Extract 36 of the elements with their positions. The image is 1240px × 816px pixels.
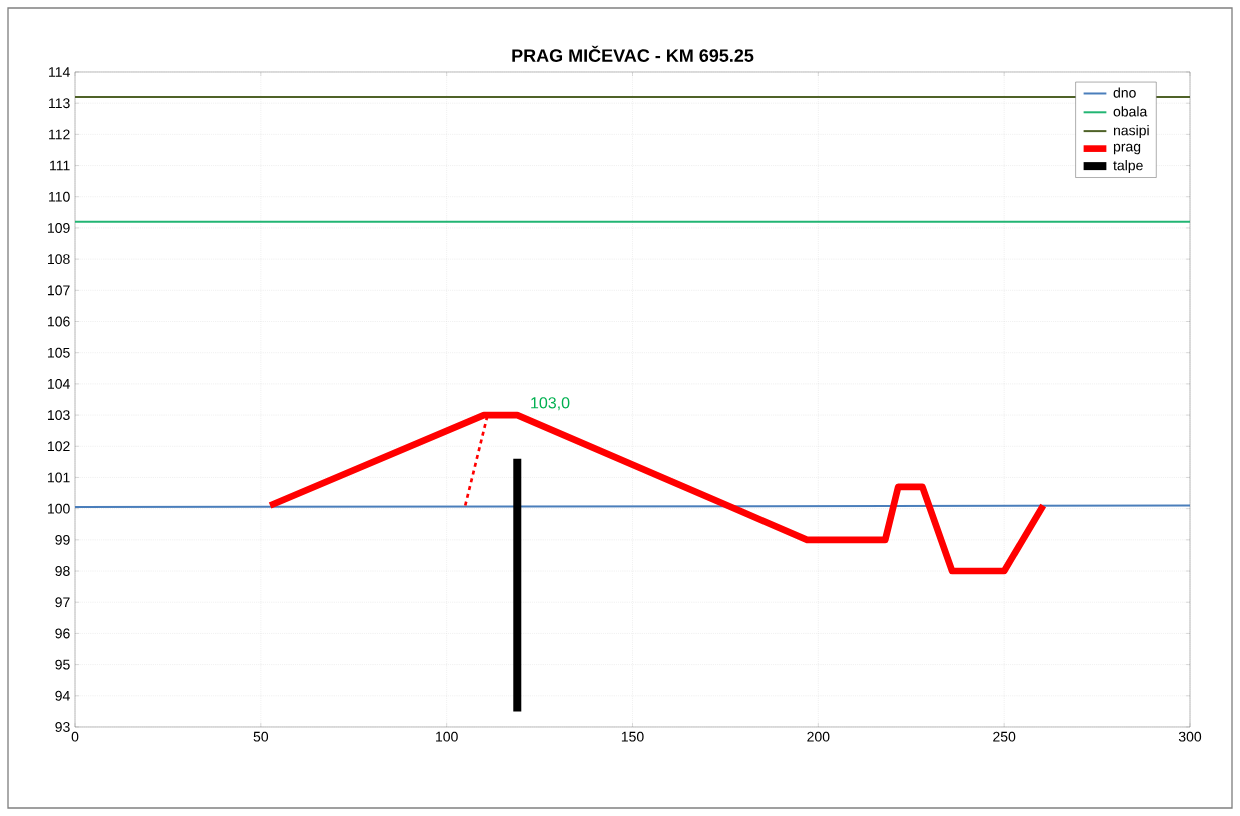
y-tick-label: 113 bbox=[49, 98, 70, 109]
y-tick-label: 111 bbox=[50, 160, 70, 171]
legend-label: dno bbox=[1113, 87, 1136, 98]
x-tick-label: 250 bbox=[993, 731, 1016, 742]
y-tick-label: 110 bbox=[49, 191, 70, 202]
y-tick-label: 108 bbox=[48, 254, 70, 265]
y-tick-label: 103 bbox=[48, 410, 70, 421]
y-tick-label: 93 bbox=[55, 722, 70, 732]
y-tick-label: 101 bbox=[48, 472, 70, 483]
legend-label: talpe bbox=[1113, 160, 1143, 174]
y-tick-label: 112 bbox=[49, 129, 70, 140]
legend-label: obala bbox=[1113, 106, 1148, 117]
y-tick-label: 96 bbox=[55, 628, 70, 639]
y-tick-label: 104 bbox=[48, 378, 70, 389]
x-tick-label: 0 bbox=[71, 731, 79, 742]
y-tick-label: 107 bbox=[48, 285, 70, 296]
y-tick-label: 97 bbox=[55, 597, 70, 608]
x-tick-label: 50 bbox=[253, 731, 269, 742]
y-tick-label: 99 bbox=[55, 534, 70, 545]
x-tick-label: 150 bbox=[621, 731, 644, 742]
x-tick-label: 100 bbox=[436, 731, 458, 742]
y-tick-label: 114 bbox=[49, 67, 70, 77]
y-tick-label: 105 bbox=[48, 347, 70, 358]
legend-label: prag bbox=[1113, 143, 1141, 155]
x-tick-label: 300 bbox=[1178, 731, 1202, 742]
y-tick-label: 98 bbox=[55, 566, 70, 576]
y-tick-label: 109 bbox=[48, 222, 70, 233]
y-tick-label: 95 bbox=[55, 659, 70, 670]
annotation: 103,0 bbox=[531, 397, 570, 411]
y-tick-label: 102 bbox=[48, 441, 70, 452]
y-tick-label: 106 bbox=[48, 316, 70, 327]
x-tick-label: 200 bbox=[807, 731, 830, 742]
y-tick-label: 100 bbox=[48, 503, 70, 514]
y-tick-label: 94 bbox=[55, 690, 70, 701]
chart-title: PRAG MIČEVAC - KM 695.25 bbox=[512, 45, 754, 62]
legend-label: nasipi bbox=[1113, 125, 1149, 139]
